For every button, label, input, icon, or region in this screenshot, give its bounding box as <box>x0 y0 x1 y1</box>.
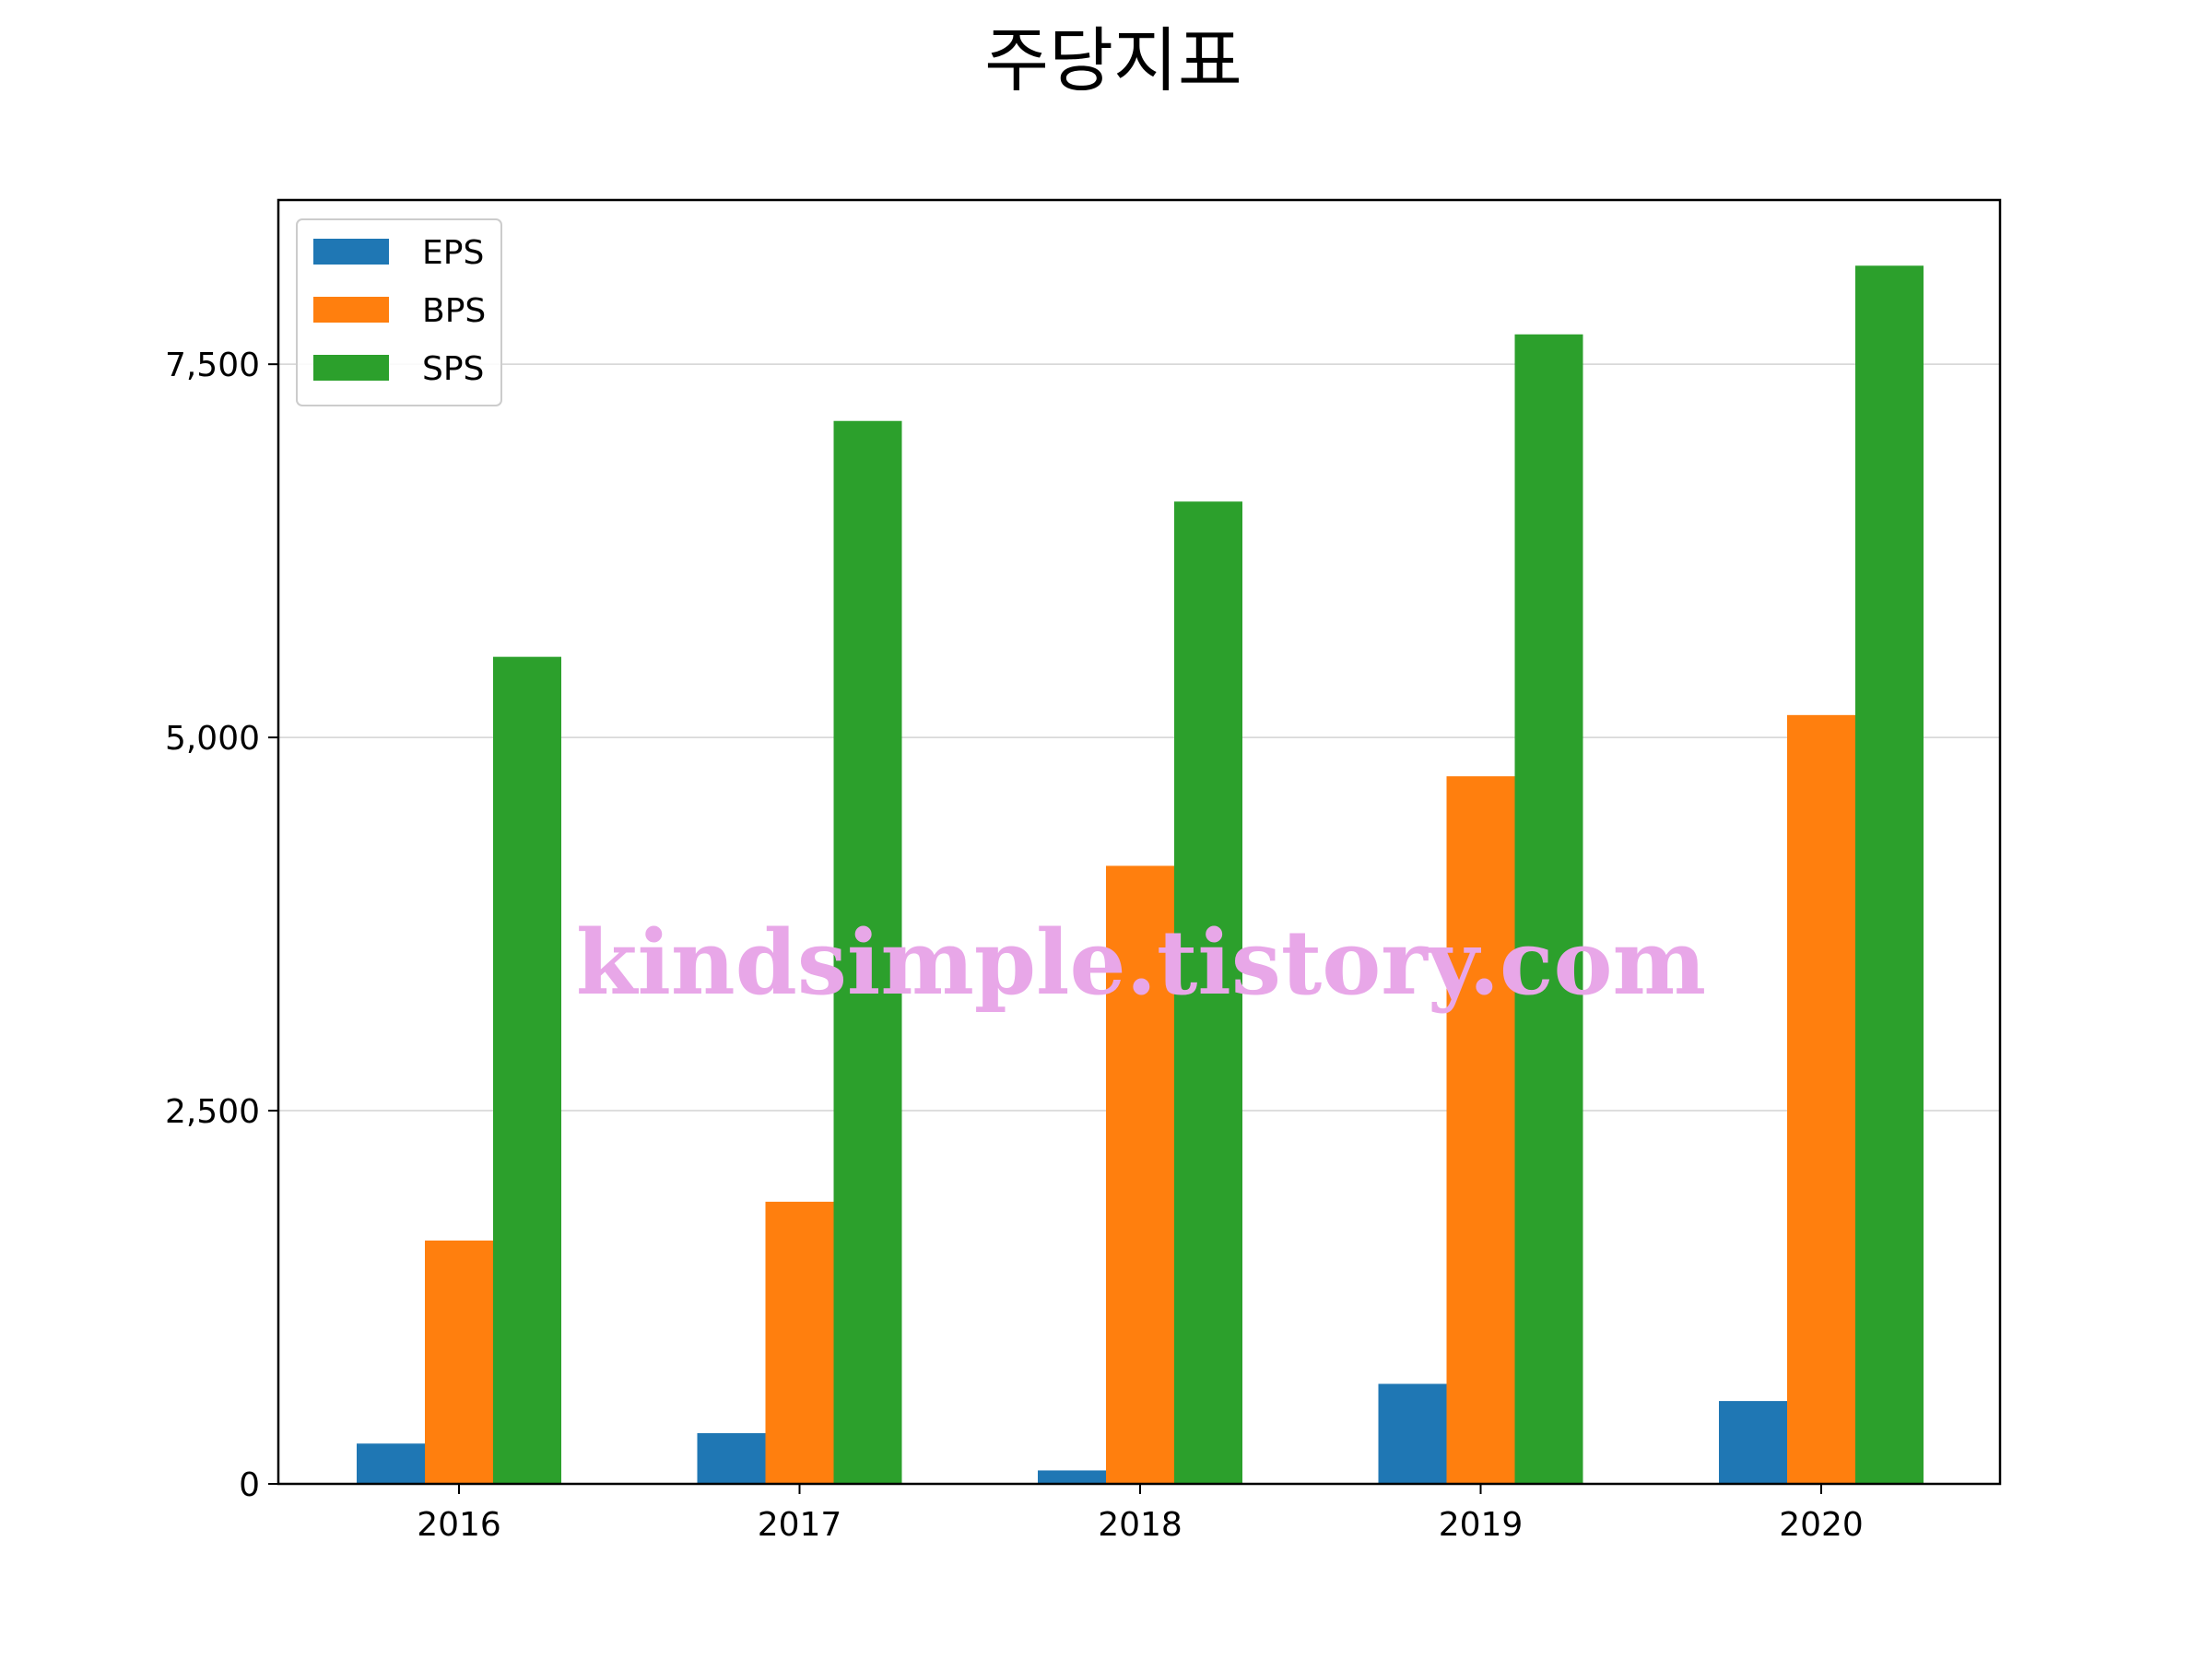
bars <box>357 265 1924 1485</box>
bar-bps-2016 <box>425 1240 493 1484</box>
bar-eps-2019 <box>1378 1383 1447 1484</box>
bar-eps-2020 <box>1719 1401 1787 1484</box>
bar-sps-2018 <box>1174 501 1242 1484</box>
watermark: kindsimple.tistory.com <box>576 911 1706 1015</box>
legend-swatch-bps <box>313 297 389 323</box>
bar-sps-2017 <box>833 420 902 1484</box>
legend: EPS BPS SPS <box>296 218 502 406</box>
chart-title: 주당지표 <box>984 19 1242 101</box>
bar-bps-2020 <box>1787 714 1855 1484</box>
bar-eps-2017 <box>697 1432 766 1484</box>
bar-eps-2016 <box>357 1443 425 1484</box>
x-tick-label: 2016 <box>417 1506 501 1544</box>
bar-sps-2016 <box>493 656 561 1484</box>
legend-swatch-eps <box>313 239 389 265</box>
bar-bps-2019 <box>1446 776 1515 1484</box>
bar-bps-2017 <box>765 1201 834 1484</box>
y-tick-label: 0 <box>239 1466 260 1504</box>
bar-eps-2018 <box>1038 1470 1106 1484</box>
y-axis: 0 2,500 5,000 7,500 <box>165 347 278 1504</box>
legend-label-sps: SPS <box>422 350 484 388</box>
bar-sps-2019 <box>1514 334 1583 1485</box>
x-tick-label: 2020 <box>1779 1506 1864 1544</box>
y-tick-label: 2,500 <box>165 1093 260 1131</box>
legend-swatch-sps <box>313 355 389 381</box>
bar-sps-2020 <box>1855 265 1924 1484</box>
x-tick-label: 2017 <box>758 1506 842 1544</box>
y-tick-label: 7,500 <box>165 347 260 384</box>
x-tick-label: 2019 <box>1439 1506 1524 1544</box>
bar-bps-2018 <box>1106 865 1174 1484</box>
y-tick-label: 5,000 <box>165 720 260 758</box>
legend-label-bps: BPS <box>422 292 486 330</box>
legend-label-eps: EPS <box>422 234 484 272</box>
x-axis: 2016 2017 2018 2019 2020 <box>417 1484 1864 1544</box>
x-tick-label: 2018 <box>1098 1506 1182 1544</box>
